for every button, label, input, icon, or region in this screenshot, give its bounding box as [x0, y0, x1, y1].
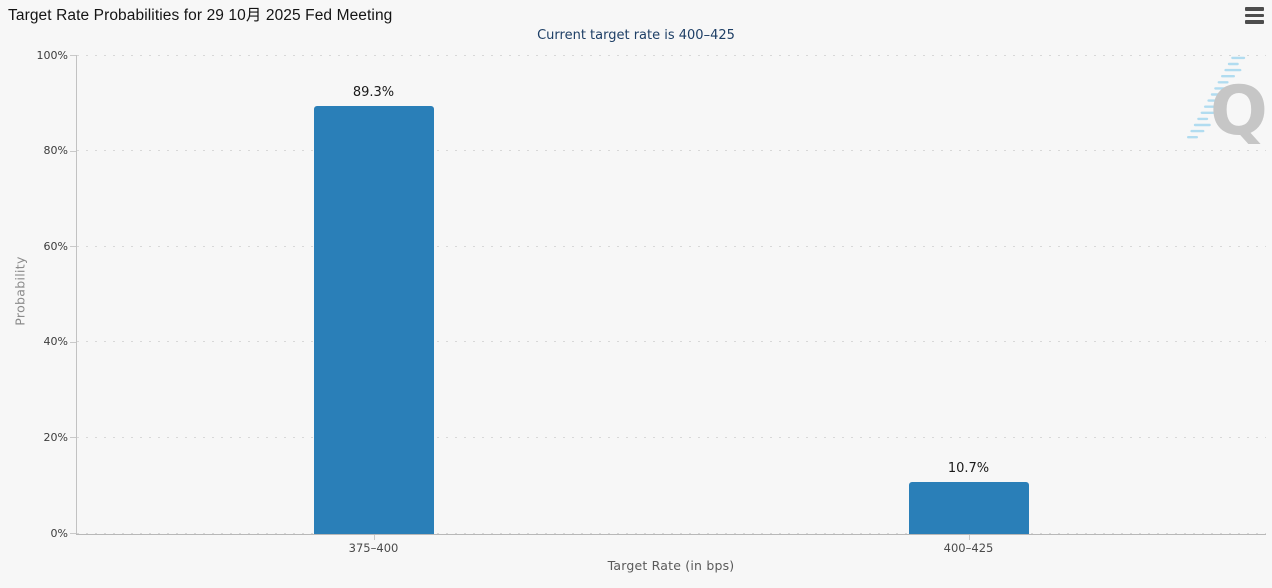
gridline — [77, 532, 1266, 534]
y-axis-tick — [70, 150, 76, 152]
y-axis-tick-label: 100% — [36, 48, 68, 62]
hamburger-menu-icon[interactable] — [1245, 7, 1264, 24]
x-axis-line — [76, 534, 1266, 535]
gridline — [77, 54, 1266, 56]
x-axis-tick — [373, 535, 375, 540]
page-title: Target Rate Probabilities for 29 10月 202… — [8, 7, 393, 24]
y-axis-tick — [70, 341, 76, 343]
x-axis-tick-label: 400–425 — [943, 541, 994, 555]
x-axis-title: Target Rate (in bps) — [607, 558, 735, 573]
y-axis-tick-label: 20% — [43, 430, 68, 444]
y-axis-tick-label: 0% — [50, 526, 68, 540]
y-axis-title: Probability — [12, 256, 28, 326]
y-axis-tick-label: 60% — [43, 239, 68, 253]
bar-value-label: 89.3% — [352, 85, 395, 101]
current-target-rate-subtitle: Current target rate is 400–425 — [537, 28, 735, 43]
quikstrike-watermark-icon: Q — [1187, 56, 1268, 151]
watermark-speed-dashes — [1187, 56, 1246, 139]
y-axis-tick — [70, 55, 76, 56]
bar-value-label: 10.7% — [947, 460, 990, 476]
y-axis-tick-label: 80% — [43, 144, 68, 158]
gridline — [77, 150, 1266, 152]
x-axis-tick — [968, 535, 970, 540]
menu-bar — [1245, 20, 1264, 24]
y-axis-tick — [70, 246, 76, 248]
y-axis-line — [76, 55, 77, 534]
y-axis-tick — [70, 437, 76, 439]
watermark-q-letter: Q — [1210, 72, 1268, 151]
x-axis-tick-label: 375–400 — [348, 541, 399, 555]
y-axis-tick — [70, 533, 76, 534]
y-axis-tick-label: 40% — [43, 335, 68, 349]
chart-bar[interactable] — [908, 481, 1029, 534]
gridline — [77, 341, 1266, 343]
menu-bar — [1245, 13, 1264, 18]
chart-bar[interactable] — [313, 106, 434, 534]
gridline — [77, 245, 1266, 247]
gridline — [77, 436, 1266, 438]
menu-bar — [1245, 7, 1264, 11]
